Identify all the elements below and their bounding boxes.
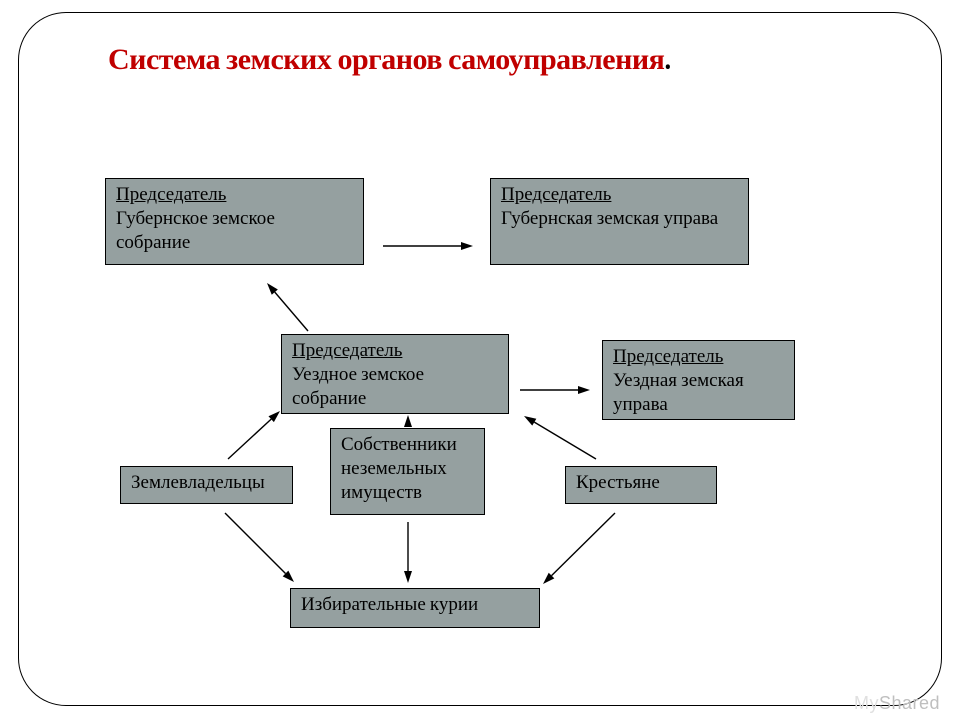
node-gub-uprava: Председатель Губернская земская управа [490,178,749,265]
node-body: Уездная земская управа [613,369,744,415]
watermark-my: My [854,693,879,713]
node-krestyane: Крестьяне [565,466,717,504]
node-body: Собственники неземельных имуществ [341,433,457,503]
node-header: Председатель [613,345,723,367]
node-uezd-sobranie: Председатель Уездное земское собрание [281,334,509,414]
node-sobstvenniki: Собственники неземельных имуществ [330,428,485,515]
node-header: Председатель [116,183,226,205]
node-kurii: Избирательные курии [290,588,540,628]
node-header: Председатель [501,183,611,205]
node-body: Крестьяне [576,471,660,493]
title-text: Система земских органов самоуправления [108,42,664,77]
node-header: Председатель [292,339,402,361]
watermark-shared: Shared [879,693,940,713]
title-dot: . [664,42,670,77]
node-body: Губернская земская управа [501,207,718,229]
node-zemlevlad: Землевладельцы [120,466,293,504]
diagram-title: Система земских органов самоуправления. [108,42,671,77]
watermark: MyShared [854,693,940,714]
node-body: Избирательные курии [301,593,478,615]
node-body: Землевладельцы [131,471,265,493]
node-gub-sobranie: Председатель Губернское земское собрание [105,178,364,265]
node-uezd-uprava: Председатель Уездная земская управа [602,340,795,420]
node-body: Уездное земское собрание [292,363,424,409]
node-body: Губернское земское собрание [116,207,275,253]
